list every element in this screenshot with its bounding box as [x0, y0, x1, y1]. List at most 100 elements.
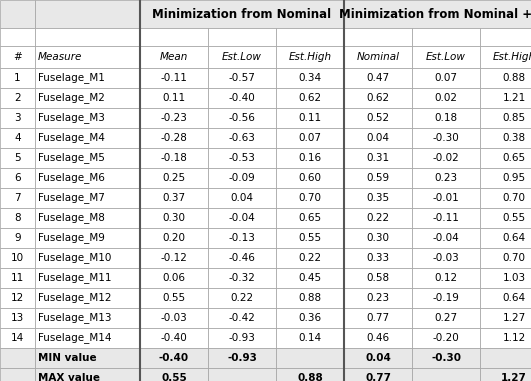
Bar — [344, 68, 412, 88]
Text: 1.12: 1.12 — [502, 333, 526, 343]
Bar — [276, 148, 344, 168]
Bar — [344, 348, 412, 368]
Text: -0.04: -0.04 — [433, 233, 459, 243]
Bar — [208, 188, 276, 208]
Text: 11: 11 — [11, 273, 24, 283]
Text: Fuselage_M4: Fuselage_M4 — [38, 133, 105, 144]
Bar — [480, 368, 531, 381]
Bar — [276, 268, 344, 288]
Bar — [276, 46, 344, 68]
Bar — [276, 308, 344, 328]
Bar — [412, 188, 480, 208]
Bar — [208, 368, 276, 381]
Bar — [276, 168, 344, 188]
Text: 1.21: 1.21 — [502, 93, 526, 103]
Text: -0.93: -0.93 — [227, 353, 257, 363]
Bar — [344, 188, 412, 208]
Bar — [140, 0, 344, 28]
Text: Est.Low: Est.Low — [426, 52, 466, 62]
Text: 0.04: 0.04 — [366, 133, 390, 143]
Bar — [412, 88, 480, 108]
Bar — [480, 308, 531, 328]
Text: -0.13: -0.13 — [228, 233, 255, 243]
Bar — [140, 46, 208, 68]
Bar — [276, 348, 344, 368]
Bar — [276, 188, 344, 208]
Text: 0.85: 0.85 — [502, 113, 526, 123]
Bar — [412, 368, 480, 381]
Text: 0.88: 0.88 — [298, 293, 322, 303]
Bar — [412, 348, 480, 368]
Text: 0.20: 0.20 — [162, 233, 185, 243]
Bar — [35, 328, 140, 348]
Text: 0.88: 0.88 — [502, 73, 526, 83]
Bar — [344, 128, 412, 148]
Bar — [0, 68, 35, 88]
Bar — [35, 188, 140, 208]
Text: 0.31: 0.31 — [366, 153, 390, 163]
Text: Mean: Mean — [160, 52, 188, 62]
Bar — [208, 28, 276, 46]
Bar — [0, 0, 35, 28]
Text: 0.30: 0.30 — [162, 213, 185, 223]
Bar — [276, 108, 344, 128]
Bar — [0, 368, 35, 381]
Bar — [0, 348, 35, 368]
Bar — [140, 168, 208, 188]
Text: 9: 9 — [14, 233, 21, 243]
Text: -0.23: -0.23 — [160, 113, 187, 123]
Text: 0.02: 0.02 — [434, 93, 458, 103]
Text: 0.22: 0.22 — [366, 213, 390, 223]
Bar — [0, 228, 35, 248]
Text: Fuselage_M8: Fuselage_M8 — [38, 213, 105, 223]
Text: -0.53: -0.53 — [228, 153, 255, 163]
Bar — [140, 108, 208, 128]
Bar — [208, 148, 276, 168]
Text: 0.62: 0.62 — [298, 93, 322, 103]
Text: -0.56: -0.56 — [228, 113, 255, 123]
Text: Fuselage_M9: Fuselage_M9 — [38, 232, 105, 243]
Text: Fuselage_M1: Fuselage_M1 — [38, 72, 105, 83]
Text: 0.22: 0.22 — [298, 253, 322, 263]
Text: Fuselage_M10: Fuselage_M10 — [38, 253, 112, 263]
Text: 3: 3 — [14, 113, 21, 123]
Bar — [276, 88, 344, 108]
Bar — [208, 88, 276, 108]
Bar — [0, 208, 35, 228]
Text: 0.11: 0.11 — [298, 113, 322, 123]
Text: 0.36: 0.36 — [298, 313, 322, 323]
Text: 0.06: 0.06 — [162, 273, 185, 283]
Bar — [344, 288, 412, 308]
Bar — [0, 288, 35, 308]
Bar — [344, 108, 412, 128]
Bar — [208, 348, 276, 368]
Bar — [276, 68, 344, 88]
Text: Fuselage_M11: Fuselage_M11 — [38, 272, 112, 283]
Bar — [276, 208, 344, 228]
Bar — [344, 88, 412, 108]
Text: -0.46: -0.46 — [228, 253, 255, 263]
Bar — [480, 46, 531, 68]
Bar — [344, 308, 412, 328]
Bar — [35, 348, 140, 368]
Bar — [0, 88, 35, 108]
Bar — [0, 248, 35, 268]
Bar — [344, 248, 412, 268]
Bar — [480, 168, 531, 188]
Text: 0.64: 0.64 — [502, 233, 526, 243]
Bar — [140, 68, 208, 88]
Text: Est.High: Est.High — [492, 52, 531, 62]
Text: 1: 1 — [14, 73, 21, 83]
Bar — [276, 128, 344, 148]
Text: 0.95: 0.95 — [502, 173, 526, 183]
Text: 0.55: 0.55 — [298, 233, 322, 243]
Bar — [344, 168, 412, 188]
Bar — [208, 68, 276, 88]
Bar — [35, 148, 140, 168]
Text: 0.64: 0.64 — [502, 293, 526, 303]
Text: 0.25: 0.25 — [162, 173, 185, 183]
Text: 0.12: 0.12 — [434, 273, 458, 283]
Bar — [412, 328, 480, 348]
Bar — [412, 68, 480, 88]
Bar — [0, 46, 35, 68]
